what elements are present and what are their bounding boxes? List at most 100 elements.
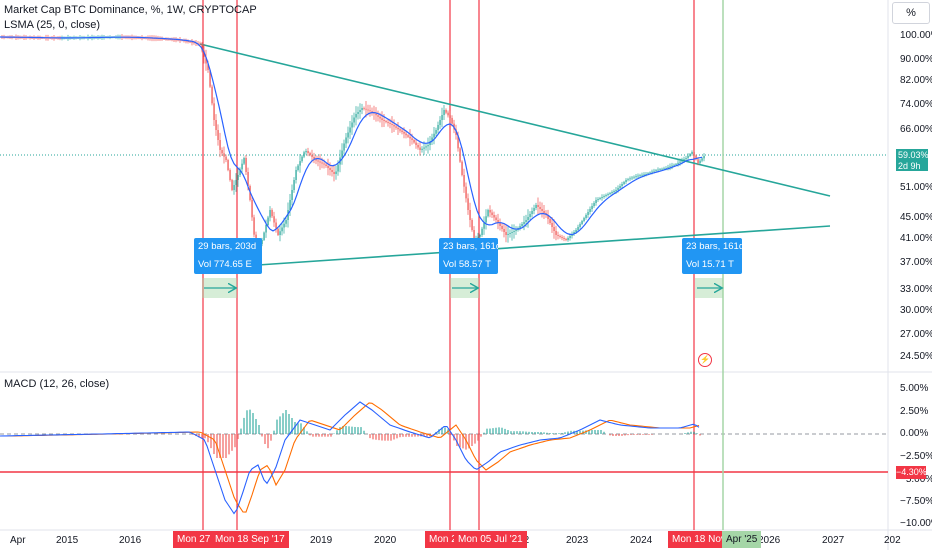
- price-candle-body: [629, 178, 631, 180]
- date-range-info-box[interactable]: 23 bars, 161d Vol 15.71 T: [682, 238, 742, 274]
- price-candle-body: [631, 177, 633, 179]
- price-candle-body: [345, 137, 347, 144]
- macd-histogram-bar: [399, 434, 401, 438]
- price-candle-body: [615, 190, 617, 191]
- price-candle-body: [501, 226, 503, 229]
- price-candle-body: [355, 114, 357, 118]
- price-candle-body: [361, 108, 363, 110]
- price-axis-label: 30.00%: [900, 305, 932, 316]
- price-candle-body: [527, 217, 529, 220]
- macd-histogram-bar: [690, 431, 692, 434]
- macd-histogram-bar: [330, 434, 332, 437]
- price-candle-body: [679, 161, 681, 163]
- price-candle-body: [397, 127, 399, 130]
- price-candle-body: [303, 152, 305, 157]
- macd-histogram-bar: [594, 430, 596, 434]
- price-candle-body: [371, 111, 373, 112]
- macd-histogram-bar: [519, 431, 521, 434]
- price-candle-body: [543, 211, 545, 213]
- price-candle-body: [621, 184, 623, 186]
- price-candle-body: [209, 70, 211, 87]
- price-candle-body: [269, 210, 271, 218]
- macd-histogram-bar: [393, 434, 395, 440]
- macd-histogram-bar: [630, 434, 632, 435]
- price-candle-body: [559, 236, 561, 237]
- price-candle-body: [663, 168, 665, 170]
- price-candle-body: [173, 39, 175, 41]
- price-candle-body: [469, 210, 471, 220]
- bar-countdown: 2d 9h: [898, 161, 921, 171]
- price-candle-body: [703, 156, 705, 159]
- price-candle-body: [599, 198, 601, 199]
- macd-histogram-bar: [360, 427, 362, 434]
- macd-histogram-bar: [591, 430, 593, 434]
- macd-histogram-bar: [363, 430, 365, 434]
- macd-axis-label: 5.00%: [900, 383, 929, 394]
- price-candle-body: [465, 186, 467, 199]
- macd-histogram-bar: [633, 434, 635, 435]
- price-candle-body: [561, 237, 563, 238]
- price-candle-body: [551, 223, 553, 227]
- price-candle-body: [261, 240, 263, 244]
- macd-histogram-bar: [636, 434, 638, 435]
- price-candle-body: [233, 185, 235, 190]
- price-candle-body: [623, 182, 625, 184]
- price-candle-body: [489, 210, 491, 213]
- price-candle-body: [633, 176, 635, 178]
- price-candle-body: [597, 199, 599, 200]
- price-candle-body: [219, 140, 221, 150]
- price-axis-label: 37.00%: [900, 257, 932, 268]
- percent-scale-button[interactable]: %: [892, 2, 930, 24]
- price-candle-body: [199, 43, 201, 45]
- price-candle-body: [685, 158, 687, 160]
- macd-histogram-bar: [375, 434, 377, 440]
- price-axis-label: 74.00%: [900, 99, 932, 110]
- time-axis-label: Apr: [10, 535, 26, 546]
- price-candle-body: [483, 222, 485, 229]
- price-candle-body: [605, 195, 607, 196]
- price-candle-body: [375, 113, 377, 116]
- price-candles: [1, 34, 705, 259]
- macd-histogram-bar: [231, 434, 233, 451]
- price-candle-body: [367, 109, 369, 111]
- price-candle-body: [245, 158, 247, 172]
- date-range-info-box[interactable]: 29 bars, 203d Vol 774.65 E: [194, 238, 262, 274]
- macd-histogram-bar: [462, 434, 464, 449]
- current-price-badge: 59.03% 2d 9h: [896, 149, 929, 171]
- symbol-legend[interactable]: Market Cap BTC Dominance, %, 1W, CRYPTOC…: [4, 4, 257, 16]
- price-candle-body: [265, 225, 267, 233]
- price-candle-body: [221, 150, 223, 154]
- price-candle-body: [193, 42, 195, 44]
- price-candle-body: [575, 230, 577, 232]
- price-candle-body: [299, 161, 301, 166]
- lsma-legend[interactable]: LSMA (25, 0, close): [4, 19, 100, 31]
- macd-histogram-bar: [300, 423, 302, 434]
- time-axis-label: 2023: [566, 535, 589, 546]
- price-candle-body: [447, 112, 449, 116]
- price-candle-body: [649, 172, 651, 174]
- macd-histogram-bar: [339, 427, 341, 434]
- price-axis-label: 27.00%: [900, 329, 932, 340]
- price-candle-body: [409, 136, 411, 139]
- price-candle-body: [491, 212, 493, 215]
- price-candle-body: [283, 223, 285, 228]
- price-candle-body: [437, 125, 439, 130]
- price-candle-body: [607, 194, 609, 195]
- price-candle-body: [555, 231, 557, 235]
- date-range-info-box[interactable]: 23 bars, 161d Vol 58.57 T: [439, 238, 498, 274]
- price-candle-body: [583, 218, 585, 221]
- macd-legend[interactable]: MACD (12, 26, close): [4, 378, 110, 390]
- macd-histogram-bar: [618, 434, 620, 436]
- price-candle-body: [505, 232, 507, 235]
- price-candle-body: [519, 226, 521, 228]
- price-candle-body: [603, 196, 605, 197]
- macd-histogram-bar: [201, 434, 203, 439]
- macd-histogram-bar: [648, 434, 650, 435]
- price-candle-body: [617, 188, 619, 190]
- lightning-icon[interactable]: ⚡: [698, 353, 712, 367]
- price-candle-body: [467, 198, 469, 210]
- price-candle-body: [403, 132, 405, 134]
- macd-histogram-bar: [471, 434, 473, 446]
- price-axis-label: 100.00%: [900, 30, 932, 41]
